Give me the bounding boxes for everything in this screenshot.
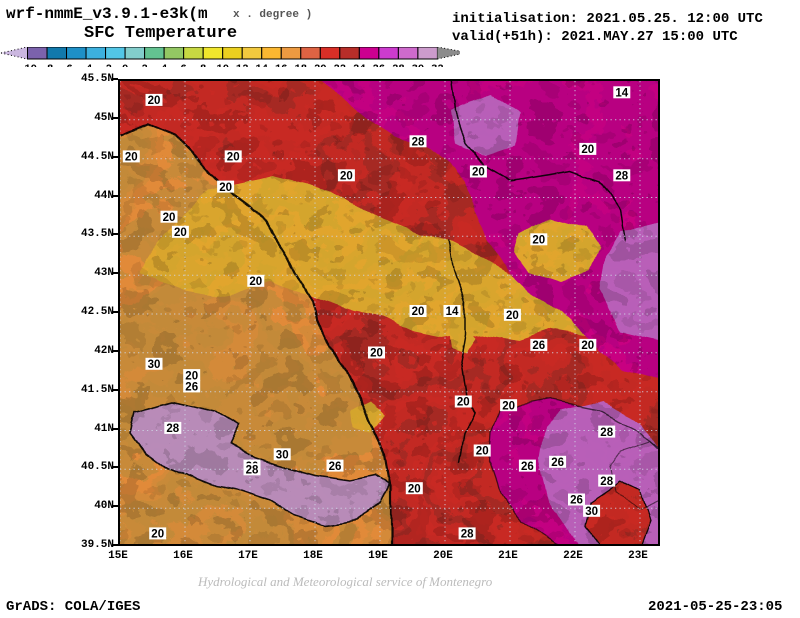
svg-text:26: 26 bbox=[570, 495, 583, 507]
svg-text:20: 20 bbox=[581, 340, 594, 352]
svg-text:26: 26 bbox=[521, 461, 534, 473]
svg-text:14: 14 bbox=[255, 63, 268, 67]
svg-text:26: 26 bbox=[329, 461, 342, 473]
svg-text:26: 26 bbox=[532, 340, 545, 352]
svg-text:-4: -4 bbox=[80, 63, 93, 67]
svg-text:-8: -8 bbox=[41, 63, 54, 67]
svg-text:20: 20 bbox=[340, 171, 353, 183]
svg-text:-10: -10 bbox=[18, 63, 37, 67]
svg-text:30: 30 bbox=[412, 63, 425, 67]
svg-text:6: 6 bbox=[181, 63, 187, 67]
svg-text:18: 18 bbox=[294, 63, 307, 67]
svg-text:20: 20 bbox=[408, 483, 421, 495]
svg-text:20: 20 bbox=[148, 95, 161, 107]
svg-text:20: 20 bbox=[506, 310, 519, 322]
svg-text:20: 20 bbox=[151, 529, 164, 541]
svg-text:12: 12 bbox=[236, 63, 249, 67]
svg-text:20: 20 bbox=[163, 212, 176, 224]
svg-text:20: 20 bbox=[457, 397, 470, 409]
svg-text:20: 20 bbox=[125, 152, 138, 164]
svg-text:20: 20 bbox=[314, 63, 327, 67]
svg-text:24: 24 bbox=[353, 63, 366, 67]
svg-text:20: 20 bbox=[502, 400, 515, 412]
svg-text:26: 26 bbox=[185, 382, 198, 394]
svg-text:20: 20 bbox=[581, 144, 594, 156]
svg-text:30: 30 bbox=[148, 359, 161, 371]
svg-text:28: 28 bbox=[392, 63, 405, 67]
svg-text:20: 20 bbox=[476, 446, 489, 458]
svg-text:0: 0 bbox=[122, 63, 128, 67]
svg-text:30: 30 bbox=[276, 450, 289, 462]
svg-text:14: 14 bbox=[446, 306, 459, 318]
svg-text:32: 32 bbox=[431, 63, 444, 67]
svg-text:16: 16 bbox=[275, 63, 288, 67]
svg-text:22: 22 bbox=[334, 63, 347, 67]
svg-text:10: 10 bbox=[216, 63, 229, 67]
svg-text:-2: -2 bbox=[99, 63, 112, 67]
svg-text:30: 30 bbox=[585, 506, 598, 518]
svg-text:2: 2 bbox=[141, 63, 147, 67]
svg-text:28: 28 bbox=[615, 171, 628, 183]
svg-text:20: 20 bbox=[370, 348, 383, 360]
svg-text:20: 20 bbox=[532, 235, 545, 247]
svg-text:28: 28 bbox=[600, 427, 613, 439]
svg-text:26: 26 bbox=[373, 63, 386, 67]
svg-text:28: 28 bbox=[412, 137, 425, 149]
svg-text:20: 20 bbox=[249, 276, 262, 288]
svg-text:28: 28 bbox=[246, 465, 259, 477]
svg-text:26: 26 bbox=[551, 457, 564, 469]
svg-text:28: 28 bbox=[600, 476, 613, 488]
svg-text:20: 20 bbox=[412, 306, 425, 318]
svg-text:-6: -6 bbox=[60, 63, 73, 67]
svg-text:20: 20 bbox=[227, 152, 240, 164]
svg-text:28: 28 bbox=[166, 423, 179, 435]
svg-text:20: 20 bbox=[472, 167, 485, 179]
svg-text:20: 20 bbox=[174, 227, 187, 239]
svg-text:20: 20 bbox=[219, 182, 232, 194]
svg-text:4: 4 bbox=[161, 63, 167, 67]
svg-text:8: 8 bbox=[200, 63, 206, 67]
svg-text:28: 28 bbox=[461, 529, 474, 541]
svg-text:14: 14 bbox=[615, 88, 628, 100]
